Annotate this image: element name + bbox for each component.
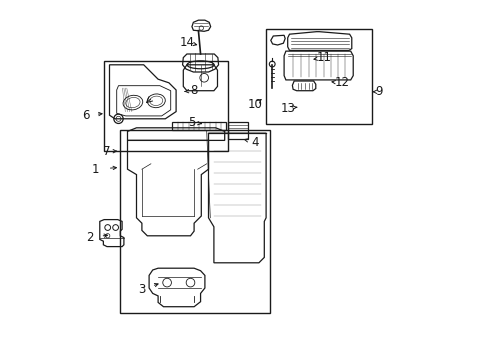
Text: 8: 8 — [190, 84, 197, 97]
Text: 9: 9 — [375, 85, 383, 98]
Bar — [265, 29, 371, 124]
Text: 3: 3 — [138, 283, 145, 296]
Text: 12: 12 — [333, 76, 348, 89]
Text: 13: 13 — [280, 102, 295, 114]
Text: 4: 4 — [251, 136, 259, 149]
Text: 5: 5 — [188, 116, 196, 129]
Text: 14: 14 — [179, 36, 194, 49]
Text: 2: 2 — [86, 231, 93, 244]
Text: 11: 11 — [316, 51, 330, 64]
Bar — [120, 130, 269, 313]
Text: 1: 1 — [91, 163, 99, 176]
Text: 7: 7 — [103, 145, 110, 158]
Text: 6: 6 — [81, 109, 89, 122]
Bar — [104, 61, 228, 151]
Text: 10: 10 — [247, 98, 262, 111]
